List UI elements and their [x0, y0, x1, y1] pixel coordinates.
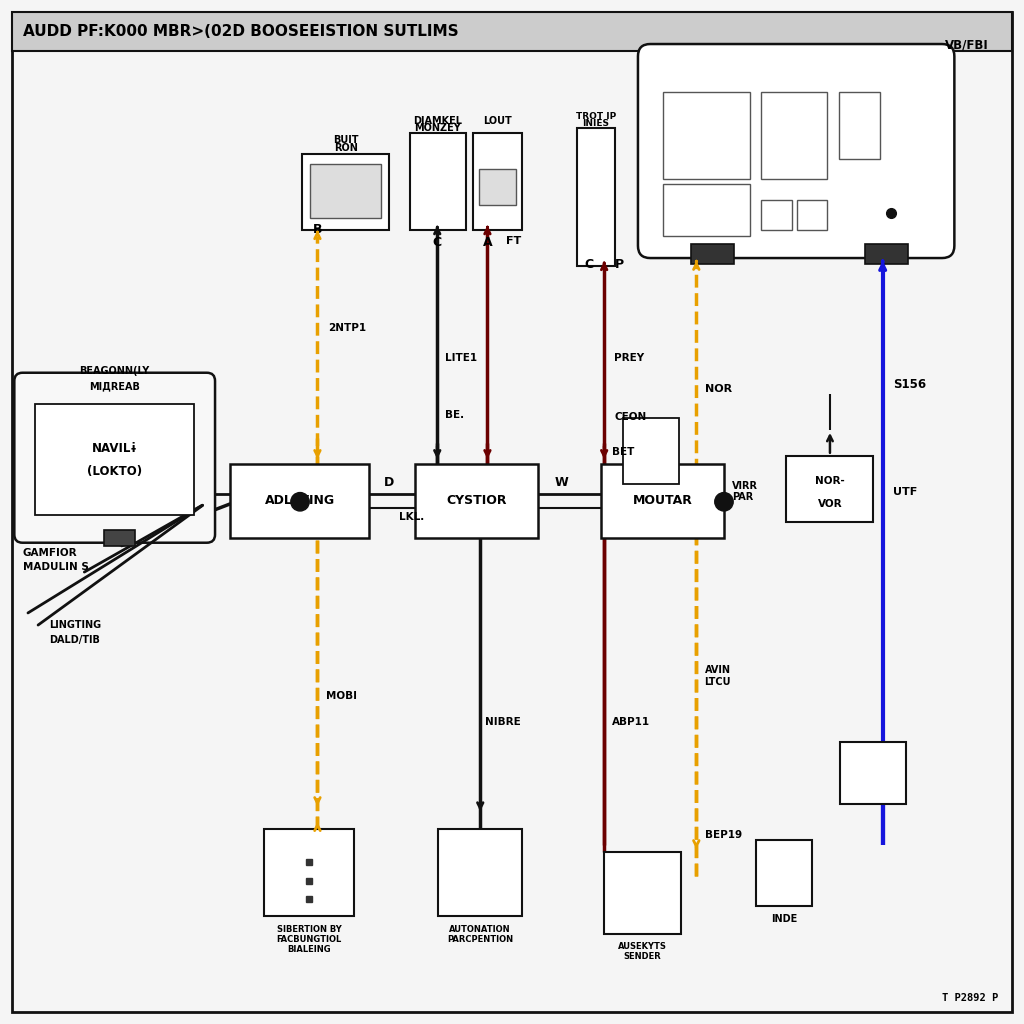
Text: Z: Z	[692, 245, 700, 258]
Text: ADLETING: ADLETING	[264, 495, 335, 507]
Bar	[601, 464, 724, 538]
Text: PREY: PREY	[614, 353, 644, 364]
Text: BEP19: BEP19	[705, 829, 741, 840]
Text: RON: RON	[334, 142, 357, 153]
Text: LKL.: LKL.	[399, 512, 425, 522]
Text: A: A	[482, 236, 493, 249]
Text: BEAGONN(LY: BEAGONN(LY	[80, 366, 150, 376]
Text: VB/FBI: VB/FBI	[945, 38, 989, 51]
Text: GAMFIOR: GAMFIOR	[23, 548, 77, 558]
Text: MOBI: MOBI	[326, 691, 356, 701]
Bar	[663, 184, 750, 236]
Text: MOUTAR: MOUTAR	[633, 495, 692, 507]
Text: BE.: BE.	[445, 410, 465, 420]
Text: LITE1: LITE1	[445, 353, 477, 364]
Text: INIES: INIES	[583, 119, 609, 128]
Bar	[761, 92, 827, 179]
Text: P: P	[614, 258, 624, 271]
Text: T P2892 P: T P2892 P	[942, 993, 998, 1004]
Text: AUSEKYTS: AUSEKYTS	[618, 942, 667, 951]
Bar	[230, 464, 369, 538]
Bar	[415, 464, 538, 538]
Text: FACBUNGTIOL: FACBUNGTIOL	[276, 935, 342, 944]
Text: S156: S156	[893, 378, 926, 390]
Text: (LOKTO): (LOKTO)	[87, 465, 142, 477]
Text: NOR: NOR	[705, 384, 731, 394]
Text: PARCPENTION: PARCPENTION	[447, 935, 513, 944]
Text: CYSTIOR: CYSTIOR	[445, 495, 507, 507]
Text: MONZEY: MONZEY	[415, 123, 461, 133]
Text: UTF: UTF	[893, 486, 918, 497]
Bar	[623, 418, 679, 484]
Bar	[577, 128, 615, 266]
Circle shape	[291, 493, 309, 511]
Bar	[840, 742, 906, 804]
Bar	[865, 244, 908, 264]
Bar	[756, 840, 812, 906]
Text: D: D	[384, 476, 394, 489]
Bar	[473, 133, 522, 230]
Text: FT: FT	[506, 236, 521, 246]
Text: AUDD PF:K000 MBR>(02D BOOSEEISTION SUTLIMS: AUDD PF:K000 MBR>(02D BOOSEEISTION SUTLI…	[23, 25, 458, 39]
Text: A: A	[878, 245, 888, 258]
Text: VOR: VOR	[817, 499, 843, 509]
Bar	[264, 829, 354, 916]
Text: C: C	[585, 258, 593, 271]
Bar	[104, 530, 135, 546]
Bar	[691, 244, 734, 264]
Text: LINGTING: LINGTING	[49, 620, 101, 630]
Bar	[663, 92, 750, 179]
Text: B: B	[312, 222, 323, 236]
Text: NIBRE: NIBRE	[485, 717, 521, 727]
Text: BUIT: BUIT	[333, 135, 358, 145]
Text: CEON: CEON	[614, 412, 646, 422]
Text: LOUT: LOUT	[483, 116, 512, 126]
Bar	[302, 154, 389, 230]
Text: MADULIN S: MADULIN S	[23, 562, 88, 572]
Text: ABP11: ABP11	[612, 717, 650, 727]
Text: AUTONATION: AUTONATION	[450, 925, 511, 934]
Bar	[479, 169, 516, 205]
Text: BIALEING: BIALEING	[288, 945, 331, 954]
Bar	[761, 200, 792, 230]
Text: NAVILɨ: NAVILɨ	[92, 442, 137, 455]
Text: NOR-: NOR-	[815, 476, 845, 486]
Text: INDE: INDE	[771, 914, 797, 925]
Text: 2NTP1: 2NTP1	[328, 323, 366, 333]
FancyBboxPatch shape	[638, 44, 954, 258]
Bar	[839, 92, 880, 159]
Bar	[797, 200, 827, 230]
Text: DALD/TIB: DALD/TIB	[49, 635, 100, 645]
Bar	[604, 852, 681, 934]
Text: SIBERTION BY: SIBERTION BY	[276, 925, 342, 934]
Text: BF: BF	[131, 476, 148, 489]
Bar	[786, 456, 873, 522]
Text: VIRR
PAR: VIRR PAR	[732, 480, 758, 503]
Text: MIДREAB: MIДREAB	[89, 381, 140, 391]
Bar	[410, 133, 466, 230]
Bar	[12, 12, 1012, 51]
Text: BET: BET	[612, 446, 635, 457]
Bar	[438, 829, 522, 916]
Bar	[35, 404, 194, 515]
Text: C: C	[433, 236, 441, 249]
Circle shape	[715, 493, 733, 511]
Text: DIAMKEL: DIAMKEL	[414, 116, 462, 126]
Text: AVIN
LTCU: AVIN LTCU	[705, 665, 731, 687]
Bar	[310, 164, 381, 218]
Text: SENDER: SENDER	[624, 952, 662, 962]
Text: W: W	[554, 476, 568, 489]
Text: TROT IP: TROT IP	[575, 112, 616, 121]
FancyBboxPatch shape	[14, 373, 215, 543]
